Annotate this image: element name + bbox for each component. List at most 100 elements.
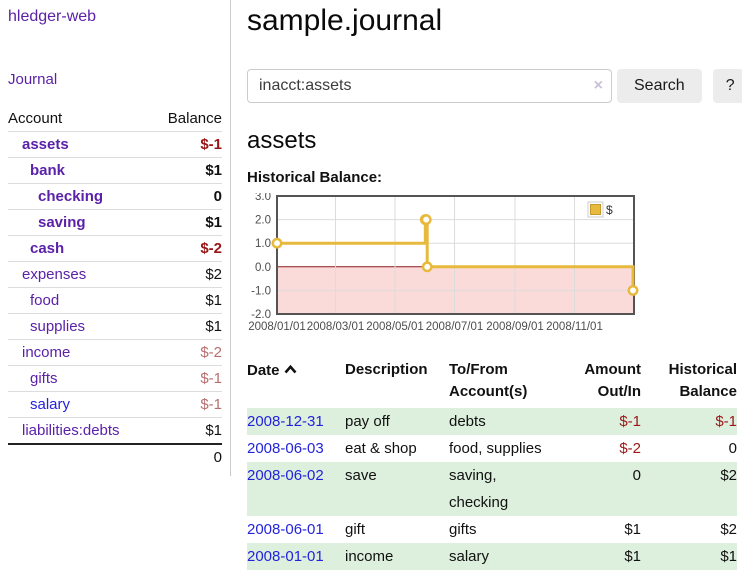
journal-nav: Journal [8,71,222,89]
transaction-amount: 0 [566,462,641,516]
account-balance: $-1 [200,136,222,153]
account-balance: $1 [205,162,222,179]
account-balance: $-1 [200,370,222,387]
transaction-amount: $1 [624,521,641,538]
transaction-balance: 0 [728,440,737,457]
transaction-balance: $2 [641,462,737,516]
register-header-date[interactable]: Date [247,359,345,408]
transaction-description: eat & shop [345,440,417,457]
account-balance: $1 [205,214,222,231]
svg-text:2008/01/01: 2008/01/01 [248,321,306,333]
svg-text:-2.0: -2.0 [251,309,271,321]
account-row: assets $-1 [8,131,222,158]
account-link[interactable]: salary [30,396,71,413]
transaction-date-link[interactable]: 2008-06-02 [247,467,324,484]
account-link[interactable]: saving [38,214,86,231]
transaction-date-link[interactable]: 2008-12-31 [247,413,324,430]
account-link[interactable]: expenses [22,266,87,283]
account-balance: $-2 [200,240,222,257]
register-header-accounts: To/From Account(s) [449,361,528,400]
transaction-accounts: gifts [449,521,477,538]
register-row: 2008-12-31 pay off debts $-1 $-1 [247,408,737,435]
page-title: sample.journal [247,4,443,37]
chart-label: Historical Balance: [247,169,383,186]
account-link[interactable]: food [30,292,60,309]
accounts-header-balance: Balance [167,110,222,127]
account-row: food $1 [8,287,222,314]
account-row: bank $1 [8,157,222,184]
account-balance: $2 [205,266,222,283]
accounts-total-value: 0 [213,449,222,466]
account-link[interactable]: liabilities:debts [22,422,120,439]
account-row: income $-2 [8,339,222,366]
clear-search-icon[interactable]: × [593,77,603,94]
app-title-link[interactable]: hledger-web [8,8,97,25]
svg-text:3.0: 3.0 [255,193,271,203]
account-row: gifts $-1 [8,365,222,392]
transaction-date-link[interactable]: 2008-06-03 [247,440,324,457]
account-link[interactable]: gifts [30,370,58,387]
transaction-balance: $2 [720,521,737,538]
account-row: cash $-2 [8,235,222,262]
search-bar: × Search ? [247,69,742,103]
account-row: supplies $1 [8,313,222,340]
transaction-accounts: food, supplies [449,440,542,457]
register-row: 2008-06-01 gift gifts $1 $2 [247,516,737,543]
svg-text:1.0: 1.0 [255,238,271,250]
accounts-table: Account Balance assets $-1 bank $1 checking 0… [8,106,222,470]
account-row: saving $1 [8,209,222,236]
svg-text:-1.0: -1.0 [251,285,271,297]
register-row: 2008-01-01 income salary $1 $1 [247,543,737,570]
transaction-balance: $-1 [641,408,737,435]
app-title: hledger-web [8,8,222,26]
transaction-description: save [345,462,449,516]
search-button[interactable]: Search [617,69,702,103]
journal-link[interactable]: Journal [8,71,58,88]
search-input[interactable] [247,69,612,103]
svg-text:$: $ [606,203,613,217]
svg-text:2008/05/01: 2008/05/01 [366,321,424,333]
register-header-amount: Amount Out/In [584,361,641,400]
balance-chart: $3.0 2.0 1.0 0.0 -1.0 -2.0 2008/01/01 2008/03/0… [247,191,742,339]
register-row: 2008-06-02 save saving, checking 0 $2 [247,462,737,516]
transaction-accounts: debts [449,408,566,435]
transaction-amount: $-1 [566,408,641,435]
account-link[interactable]: bank [30,162,66,179]
transaction-amount: $1 [566,543,641,570]
transaction-description: gift [345,521,366,538]
account-row: expenses $2 [8,261,222,288]
register-header-balance: Historical Balance [668,361,737,400]
account-balance: $1 [205,422,222,439]
svg-text:2008/03/01: 2008/03/01 [307,321,365,333]
transaction-balance: $1 [641,543,737,570]
transaction-date-link[interactable]: 2008-06-01 [247,521,324,538]
transaction-date-link[interactable]: 2008-01-01 [247,548,324,565]
svg-text:2.0: 2.0 [255,215,271,227]
sidebar: hledger-web Journal Account Balance asse… [0,0,231,476]
account-balance: $-2 [200,344,222,361]
account-balance: $1 [205,292,222,309]
account-row: checking 0 [8,183,222,210]
account-link[interactable]: checking [38,188,104,205]
account-balance: 0 [213,188,222,205]
transaction-accounts: salary [449,543,566,570]
account-link[interactable]: supplies [30,318,86,335]
account-row: liabilities:debts $1 [8,417,222,445]
help-button[interactable]: ? [712,69,742,103]
svg-text:0.0: 0.0 [255,262,271,274]
svg-text:2008/11/01: 2008/11/01 [546,321,603,333]
account-heading: assets [247,127,317,154]
main-content: sample.journal × Search ? assets Histori… [231,0,742,570]
svg-text:2008/09/01: 2008/09/01 [486,321,544,333]
transaction-accounts: saving, checking [449,462,566,516]
transaction-description: pay off [345,408,449,435]
accounts-header-account: Account [8,110,63,127]
sort-asc-icon [284,359,297,381]
accounts-total-row: 0 [8,444,222,470]
account-link[interactable]: cash [30,240,65,257]
account-link[interactable]: income [22,344,71,361]
account-link[interactable]: assets [22,136,69,153]
register-row: 2008-06-03 eat & shop food, supplies $-2 0 [247,435,737,462]
account-row: salary $-1 [8,391,222,418]
